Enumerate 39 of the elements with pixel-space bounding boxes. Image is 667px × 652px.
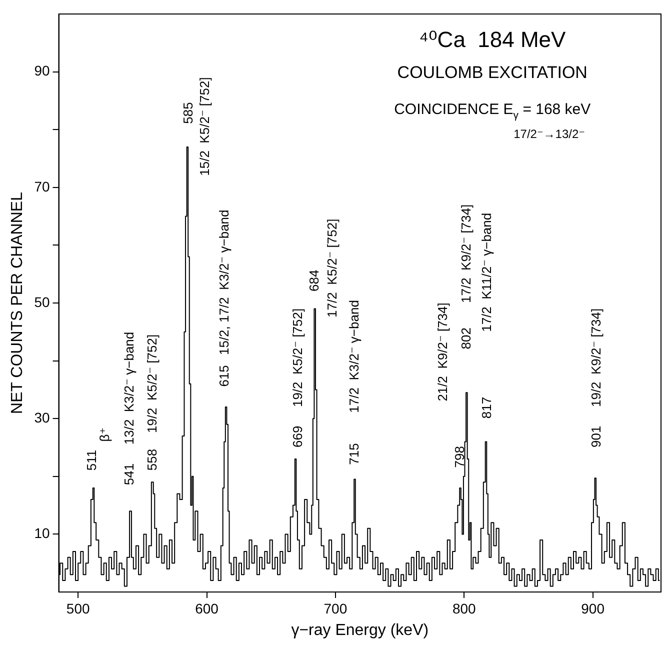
x-tick-label: 600 (195, 600, 219, 616)
text: COULOMB EXCITATION (397, 63, 588, 82)
annotation: 15/2 K5/2⁻ [752] (197, 77, 212, 176)
y-tick-label: 10 (34, 525, 50, 542)
annotation: β⁺ (96, 427, 112, 442)
annotation: 19/2 K5/2⁻ [752] (144, 334, 160, 434)
y-axis-title: NET COUNTS PER CHANNEL (9, 192, 26, 414)
annotation: 13/2 K3/2⁻ γ−band (121, 332, 136, 445)
x-axis-title: γ−ray Energy (keV) (291, 622, 429, 639)
x-tick-label: 900 (581, 600, 605, 616)
annotation: 669 (290, 426, 305, 448)
y-tick-label: 90 (34, 62, 50, 79)
annotation: 558 (144, 448, 160, 471)
x-tick-label: 800 (452, 600, 476, 616)
x-tick-label: 700 (324, 600, 348, 616)
annotation: 817 (478, 396, 494, 419)
annotation: 901 (588, 426, 604, 448)
text: ⁴⁰Ca 184 MeV (419, 27, 566, 52)
annotation: 19/2 K5/2⁻ [752] (290, 308, 305, 408)
annotation: 715 (346, 443, 362, 465)
annotation: 585 (180, 102, 196, 124)
annotation: 17/2 K5/2⁻ [752] (324, 218, 340, 318)
y-tick-label: 70 (34, 178, 50, 194)
annotation: 541 (121, 463, 136, 486)
annotation: 17/2 K11/2⁻ γ−band (478, 212, 494, 332)
annotation: 798 (452, 446, 467, 468)
annotation: 17/2⁻→13/2⁻ (514, 127, 586, 141)
annotation: 15/2, 17/2 K3/2⁻ γ−band (216, 210, 232, 356)
annotation: 684 (306, 270, 322, 292)
y-tick-label: 50 (34, 294, 50, 310)
annotation: 615 (216, 365, 232, 387)
annotation: 17/2 K3/2⁻ γ−band (346, 300, 362, 413)
annotation: 802 (458, 328, 474, 350)
annotation: 21/2 K9/2⁻ [734] (435, 302, 450, 402)
annotation: 19/2 K9/2⁻ [734] (588, 308, 604, 408)
y-tick-label: 30 (34, 409, 50, 426)
annotation: 17/2 K9/2⁻ [734] (458, 204, 474, 303)
x-tick-label: 500 (66, 600, 90, 616)
annotation: 511 (84, 450, 99, 471)
